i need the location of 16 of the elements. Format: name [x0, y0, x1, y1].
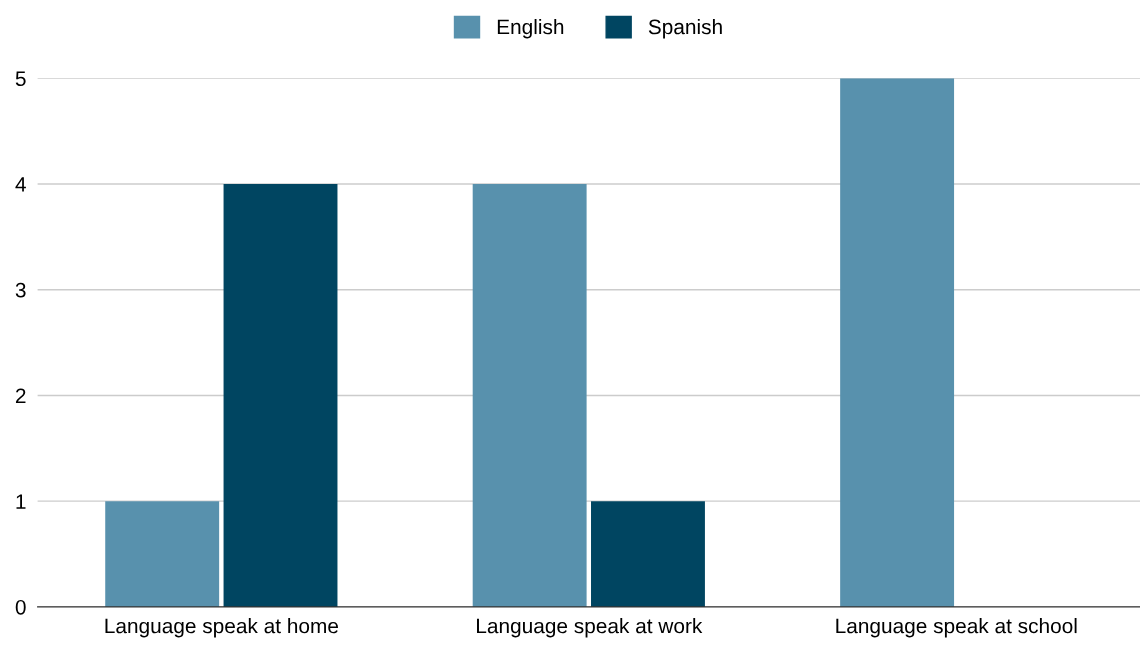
y-tick-label: 0 [15, 599, 26, 615]
x-tick-label: Language speak at work [477, 618, 703, 638]
y-tick-label: 3 [15, 282, 26, 298]
y-tick-label: 1 [16, 494, 26, 509]
legend-label: English [497, 18, 564, 39]
y-tick-label: 2 [15, 388, 26, 403]
y-tick-label: 5 [15, 71, 26, 87]
legend-label: Spanish [648, 18, 722, 39]
bar [840, 78, 955, 607]
bar [105, 501, 220, 607]
bar [472, 184, 587, 607]
x-tick-label: Language speak at home [105, 618, 338, 638]
y-tick-label: 4 [15, 177, 26, 192]
x-tick-label: Language speak at school [836, 618, 1077, 638]
bar [223, 184, 338, 607]
bar [591, 501, 705, 607]
